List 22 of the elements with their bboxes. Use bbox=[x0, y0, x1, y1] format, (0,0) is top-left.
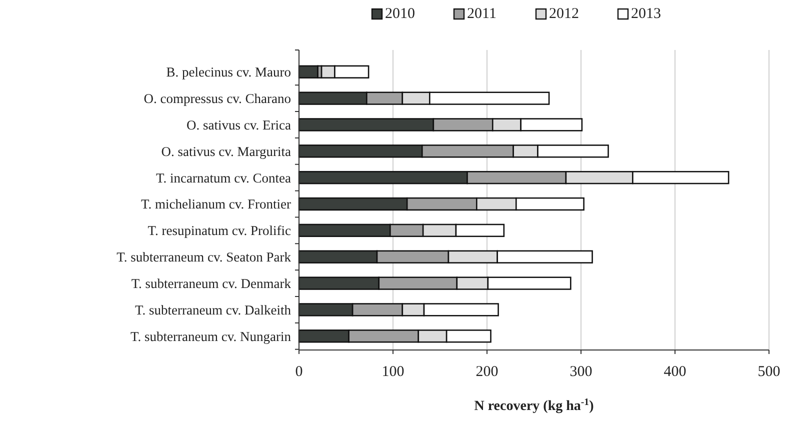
y-tick-label: O. sativus cv. Margurita bbox=[161, 144, 291, 159]
y-tick-label: T. subterraneum cv. Seaton Park bbox=[116, 250, 292, 265]
legend-label: 2011 bbox=[467, 6, 496, 22]
y-tick-label: T. incarnatum cv. Contea bbox=[156, 170, 291, 186]
legend-label: 2010 bbox=[385, 6, 415, 22]
y-tick-label: T. subterraneum cv. Dalkeith bbox=[135, 302, 292, 318]
y-tick-label: B. pelecinus cv. Mauro bbox=[166, 64, 292, 80]
y-tick-label: O. sativus cv. Erica bbox=[186, 117, 292, 132]
y-tick-label: T. michelianum cv. Frontier bbox=[141, 196, 292, 212]
y-tick-label: T. resupinatum cv. Prolific bbox=[148, 223, 292, 238]
x-axis-title: N recovery (kg ha$^{-1}$) bbox=[474, 396, 594, 414]
x-tick-label: 300 bbox=[570, 364, 592, 380]
y-tick-label: T. subterraneum cv. Nungarin bbox=[130, 328, 292, 344]
x-tick-label: 400 bbox=[664, 364, 686, 380]
x-tick-label: 100 bbox=[382, 364, 404, 380]
x-tick-label: 500 bbox=[758, 364, 780, 380]
x-tick-label: 200 bbox=[476, 364, 498, 380]
y-tick-label: T. subterraneum cv. Denmark bbox=[131, 276, 292, 291]
x-tick-label: 0 bbox=[295, 364, 303, 380]
y-tick-label: O. compressus cv. Charano bbox=[144, 91, 292, 106]
legend-label: 2012 bbox=[549, 6, 579, 22]
legend-label: 2013 bbox=[631, 6, 661, 22]
